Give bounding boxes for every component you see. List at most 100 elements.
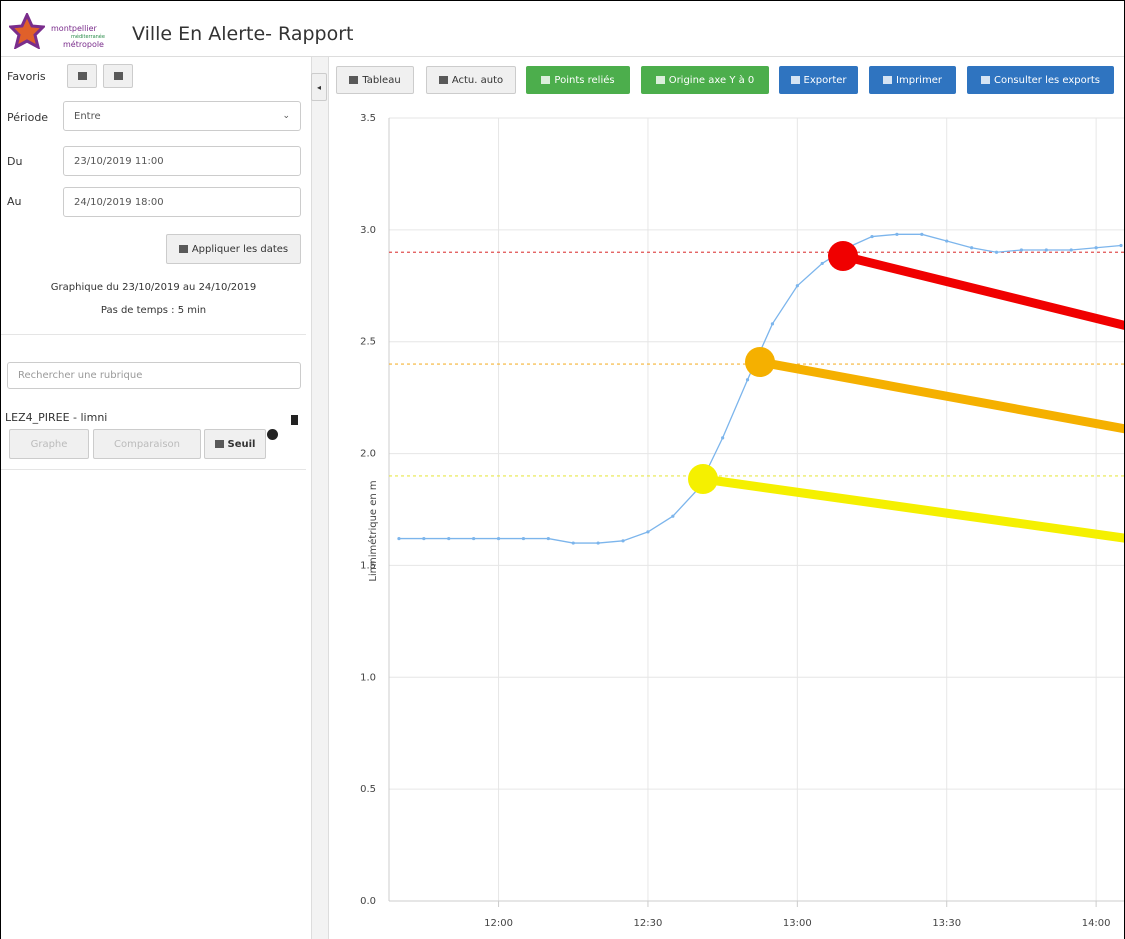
button-label: Tableau bbox=[362, 74, 401, 86]
icon bbox=[980, 76, 990, 84]
du-label: Du bbox=[7, 155, 23, 168]
data-point bbox=[1069, 248, 1073, 252]
du-input[interactable]: 23/10/2019 11:00 bbox=[63, 146, 301, 176]
au-label: Au bbox=[7, 195, 22, 208]
toolbar-button[interactable]: Exporter bbox=[779, 66, 858, 94]
data-point bbox=[496, 536, 501, 541]
y-tick-label: 2.5 bbox=[360, 337, 376, 348]
summary-line: Graphique du 23/10/2019 au 24/10/2019 bbox=[50, 282, 257, 293]
x-tick-label: 14:00 bbox=[1082, 918, 1111, 929]
favoris-label: Favoris bbox=[7, 70, 46, 83]
button-label: Comparaison bbox=[113, 438, 180, 450]
au-input[interactable]: 24/10/2019 18:00 bbox=[63, 187, 301, 217]
summary-line: Pas de temps : 5 min bbox=[100, 305, 207, 316]
save-favorite[interactable] bbox=[67, 64, 97, 88]
button-label: Appliquer les dates bbox=[191, 243, 289, 255]
data-point bbox=[945, 239, 949, 243]
comparaison-button[interactable]: Comparaison bbox=[93, 429, 201, 459]
data-line bbox=[398, 233, 1122, 544]
select-value: Entre bbox=[74, 110, 101, 122]
apply-dates-button[interactable]: Appliquer les dates bbox=[166, 234, 301, 264]
item-name: LEZ4_PIREE - limni bbox=[5, 411, 108, 424]
icon bbox=[790, 76, 800, 84]
data-point bbox=[671, 514, 675, 518]
x-tick-label: 13:00 bbox=[783, 918, 812, 929]
button-label: Consulter les exports bbox=[993, 74, 1101, 86]
data-point bbox=[596, 541, 600, 545]
icon bbox=[655, 76, 665, 84]
icon bbox=[541, 76, 551, 84]
input-value: 24/10/2019 18:00 bbox=[74, 196, 164, 208]
header-divider bbox=[1, 56, 1124, 57]
data-point bbox=[721, 436, 725, 440]
toolbar-button[interactable]: Points reliés bbox=[526, 66, 630, 94]
data-point bbox=[422, 536, 426, 541]
data-point bbox=[472, 536, 476, 541]
data-point bbox=[397, 536, 401, 541]
y-tick-label: 1.5 bbox=[360, 560, 376, 571]
delete-icon[interactable] bbox=[291, 415, 298, 425]
data-point bbox=[745, 378, 750, 382]
icon bbox=[883, 76, 893, 84]
logo-text: montpellier méditerranée métropole bbox=[51, 25, 105, 49]
divider bbox=[1, 334, 306, 335]
y-tick-label: 0.5 bbox=[360, 784, 376, 795]
button-label: Origine axe Y à 0 bbox=[668, 74, 755, 86]
y-axis-title: Limnimétrique en m bbox=[367, 480, 379, 581]
search-input[interactable]: Rechercher une rubrique bbox=[7, 362, 301, 389]
callout-line bbox=[838, 251, 1124, 330]
logo-line: méditerranée bbox=[71, 34, 105, 40]
y-tick-label: 3.0 bbox=[360, 225, 376, 236]
data-point bbox=[770, 322, 775, 326]
callout-dot bbox=[745, 347, 775, 377]
chart: 0.0 0.5 1.0 1.5 2.0 2.5 3.0 3.5 12:00 12:30 13:00 1… bbox=[360, 113, 1124, 929]
x-tick-label: 13:30 bbox=[932, 918, 961, 929]
data-point bbox=[571, 541, 575, 545]
callout-line bbox=[698, 474, 1124, 543]
seuil-button[interactable]: Seuil bbox=[204, 429, 266, 459]
info-icon[interactable] bbox=[267, 429, 278, 440]
data-point bbox=[546, 536, 550, 541]
placeholder: Rechercher une rubrique bbox=[18, 370, 143, 381]
data-point bbox=[646, 530, 650, 534]
x-tick-label: 12:30 bbox=[634, 918, 663, 929]
callout-dot bbox=[828, 241, 858, 271]
x-tick-label: 12:00 bbox=[484, 918, 513, 929]
open-favorite[interactable] bbox=[103, 64, 133, 88]
y-tick-label: 3.5 bbox=[360, 113, 376, 124]
graphe-button[interactable]: Graphe bbox=[9, 429, 89, 459]
button-label: Seuil bbox=[227, 438, 256, 450]
logo-line: montpellier bbox=[51, 24, 97, 33]
button-label: Exporter bbox=[803, 74, 847, 86]
toolbar-button[interactable]: Consulter les exports bbox=[967, 66, 1114, 94]
callout-line bbox=[755, 357, 1124, 434]
toolbar-button[interactable]: Imprimer bbox=[869, 66, 956, 94]
toolbar-button[interactable]: Tableau bbox=[336, 66, 414, 94]
toolbar-button[interactable]: Actu. auto bbox=[426, 66, 516, 94]
data-point bbox=[920, 232, 924, 236]
data-point bbox=[621, 539, 625, 543]
data-point bbox=[1044, 248, 1048, 252]
collapse-toggle[interactable]: ◂ bbox=[311, 73, 327, 101]
button-label: Actu. auto bbox=[451, 74, 504, 86]
y-tick-label: 1.0 bbox=[360, 672, 376, 683]
button-label: Graphe bbox=[30, 438, 68, 450]
logo-line: métropole bbox=[63, 40, 104, 49]
y-tick-label: 2.0 bbox=[360, 449, 376, 460]
panel-splitter bbox=[311, 57, 329, 939]
button-label: Imprimer bbox=[896, 74, 942, 86]
callouts bbox=[688, 241, 1124, 543]
button-label: Points reliés bbox=[554, 74, 615, 86]
data-point bbox=[970, 246, 974, 250]
toolbar-button[interactable]: Origine axe Y à 0 bbox=[641, 66, 769, 94]
periode-select[interactable]: Entre ⌄ bbox=[63, 101, 301, 131]
data-point bbox=[1094, 246, 1098, 250]
icon bbox=[438, 76, 448, 84]
data-point bbox=[895, 232, 899, 236]
data-point bbox=[870, 234, 874, 239]
periode-label: Période bbox=[7, 111, 49, 124]
divider bbox=[1, 469, 306, 470]
data-point bbox=[994, 250, 999, 254]
logo-mark bbox=[9, 13, 45, 49]
